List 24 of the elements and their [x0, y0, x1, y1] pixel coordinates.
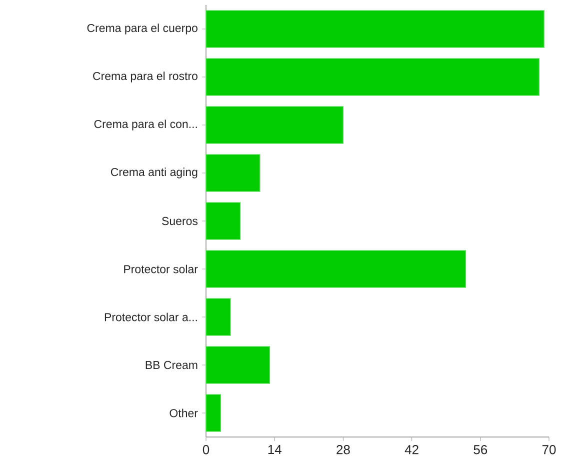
y-tick-label: Crema para el rostro	[93, 72, 198, 82]
x-tick-label: 0	[202, 445, 210, 454]
bar	[206, 106, 344, 144]
x-tick-label: 56	[474, 445, 488, 454]
y-tick-label: Crema para el con...	[94, 120, 197, 130]
x-tick-label: 14	[268, 445, 282, 454]
y-tick-label: Sueros	[162, 216, 198, 226]
bar	[206, 346, 270, 384]
bar	[206, 250, 466, 288]
bar	[206, 58, 540, 96]
x-tick-label: 28	[336, 445, 350, 454]
y-tick-label: Crema para el cuerpo	[87, 24, 198, 34]
bar	[206, 202, 241, 240]
y-tick-label: BB Cream	[146, 360, 198, 370]
y-tick-label: Crema anti aging	[110, 168, 198, 178]
bar	[206, 154, 260, 192]
bar	[206, 298, 231, 336]
x-tick-label: 70	[542, 445, 556, 454]
x-tick-label: 42	[404, 445, 418, 454]
y-tick-label: Protector solar a...	[104, 312, 197, 322]
bar	[206, 10, 545, 48]
bar	[206, 394, 222, 432]
y-tick-label: Other	[170, 408, 198, 418]
y-tick-label: Protector solar	[124, 264, 198, 274]
